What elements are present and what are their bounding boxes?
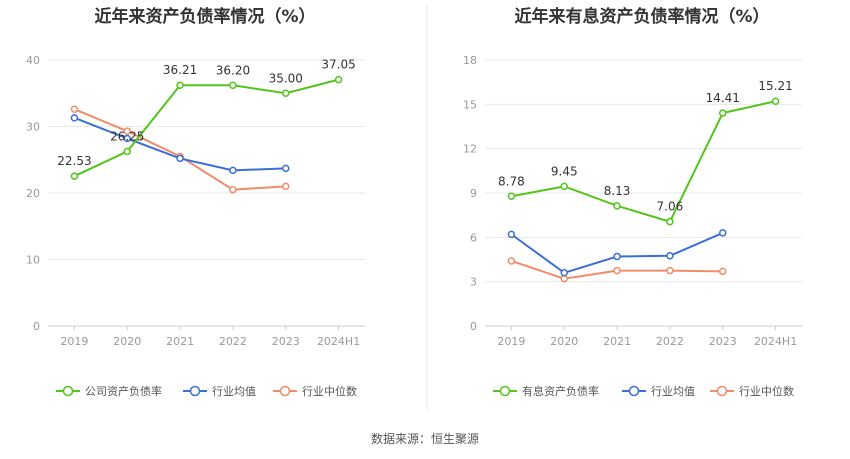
data-point: [560, 182, 568, 191]
x-tick-label: 2021: [603, 335, 631, 348]
data-label: 7.06: [657, 200, 684, 214]
data-label: 26.25: [110, 129, 144, 143]
data-label: 8.78: [498, 174, 525, 188]
data-point: [70, 172, 79, 180]
x-tick-label: 2021: [166, 335, 194, 348]
legend-label: 行业中位数: [739, 384, 794, 398]
data-point: [229, 166, 237, 175]
y-tick-label: 6: [470, 231, 477, 244]
y-tick-label: 40: [26, 54, 40, 67]
data-point: [123, 134, 131, 143]
x-tick-label: 2023: [272, 335, 300, 348]
x-tick-label: 2020: [113, 335, 141, 348]
y-tick-label: 0: [33, 320, 40, 333]
y-tick-label: 18: [463, 54, 477, 67]
data-point: [560, 274, 568, 283]
data-point: [507, 257, 516, 265]
data-label: 14.41: [706, 91, 740, 105]
data-point: [334, 75, 343, 84]
legend-label: 行业中位数: [302, 384, 357, 398]
x-tick-label: 2023: [709, 335, 737, 348]
data-label: 9.45: [551, 164, 578, 178]
chart-title: 近年来有息资产负债率情况（%）: [514, 6, 769, 27]
legend-item-3[interactable]: 行业中位数: [710, 384, 794, 398]
chart-panel-1: 近年来资产负债率情况（%） 0 10 20 30 40 2019 2020 2021 2022 20…: [26, 6, 365, 398]
y-tick-label: 15: [463, 98, 477, 111]
series-line-1: [511, 100, 776, 223]
data-point: [613, 202, 621, 210]
x-tick-label: 2024H1: [317, 335, 360, 348]
data-label: 36.20: [216, 63, 250, 77]
data-label: 15.21: [758, 79, 792, 93]
x-tick-label: 2022: [219, 335, 247, 348]
data-point: [771, 97, 780, 105]
x-tick-label: 2019: [497, 335, 525, 348]
data-label: 22.53: [57, 154, 91, 168]
legend-item-2[interactable]: 行业均值: [183, 385, 256, 398]
data-point: [176, 81, 184, 89]
data-point: [613, 252, 621, 261]
data-point: [719, 109, 727, 117]
legend-marker: [189, 385, 201, 397]
data-point: [719, 229, 727, 237]
data-point: [176, 154, 184, 163]
data-point: [666, 266, 674, 275]
source-note: 数据来源：恒生聚源: [371, 431, 479, 446]
legend-item-2[interactable]: 行业均值: [622, 385, 695, 398]
data-label: 35.00: [269, 71, 303, 85]
series-line-2: [74, 116, 286, 172]
data-point: [282, 182, 290, 191]
y-tick-label: 12: [463, 143, 477, 156]
legend-item-1[interactable]: 公司资产负债率: [56, 384, 162, 398]
x-tick-label: 2019: [60, 335, 88, 348]
legend-marker: [279, 385, 291, 397]
data-point: [70, 114, 79, 122]
data-point: [719, 267, 727, 276]
data-point: [613, 266, 621, 275]
y-tick-label: 0: [470, 320, 477, 333]
y-tick-label: 30: [26, 121, 40, 134]
legend-marker: [499, 385, 511, 397]
x-tick-label: 2024H1: [754, 335, 797, 348]
chart-title: 近年来资产负债率情况（%）: [94, 6, 315, 27]
y-tick-label: 9: [470, 187, 477, 200]
data-point: [229, 81, 237, 90]
data-point: [229, 185, 237, 194]
data-point: [666, 217, 674, 226]
legend-label: 行业均值: [651, 385, 695, 398]
data-point: [282, 89, 290, 97]
data-label: 8.13: [604, 184, 631, 198]
legend-label: 行业均值: [212, 385, 256, 398]
legend-marker: [716, 385, 728, 397]
data-point: [560, 269, 568, 277]
data-point: [123, 127, 131, 135]
data-point: [123, 147, 131, 156]
legend-label: 有息资产负债率: [522, 384, 599, 398]
x-tick-label: 2020: [550, 335, 578, 348]
series-line-1: [73, 78, 339, 178]
legend-marker: [628, 385, 640, 397]
data-point: [282, 164, 290, 173]
series-line-3: [74, 108, 286, 191]
legend-marker: [62, 385, 74, 397]
data-label: 36.21: [163, 63, 197, 77]
data-point: [70, 105, 79, 113]
data-point: [507, 192, 516, 201]
y-tick-label: 20: [26, 187, 40, 200]
data-point: [666, 252, 674, 260]
data-label: 37.05: [321, 58, 355, 72]
legend-item-1[interactable]: 有息资产负债率: [493, 384, 599, 398]
legend-item-3[interactable]: 行业中位数: [273, 384, 357, 398]
data-point: [507, 230, 516, 239]
x-tick-label: 2022: [656, 335, 684, 348]
y-tick-label: 10: [26, 254, 40, 267]
y-tick-label: 3: [470, 276, 477, 289]
legend-label: 公司资产负债率: [85, 384, 162, 398]
chart-panel-2: 近年来有息资产负债率情况（%） 0 3 6 9 12 15 18 2019 2020 2021 202…: [463, 6, 802, 398]
